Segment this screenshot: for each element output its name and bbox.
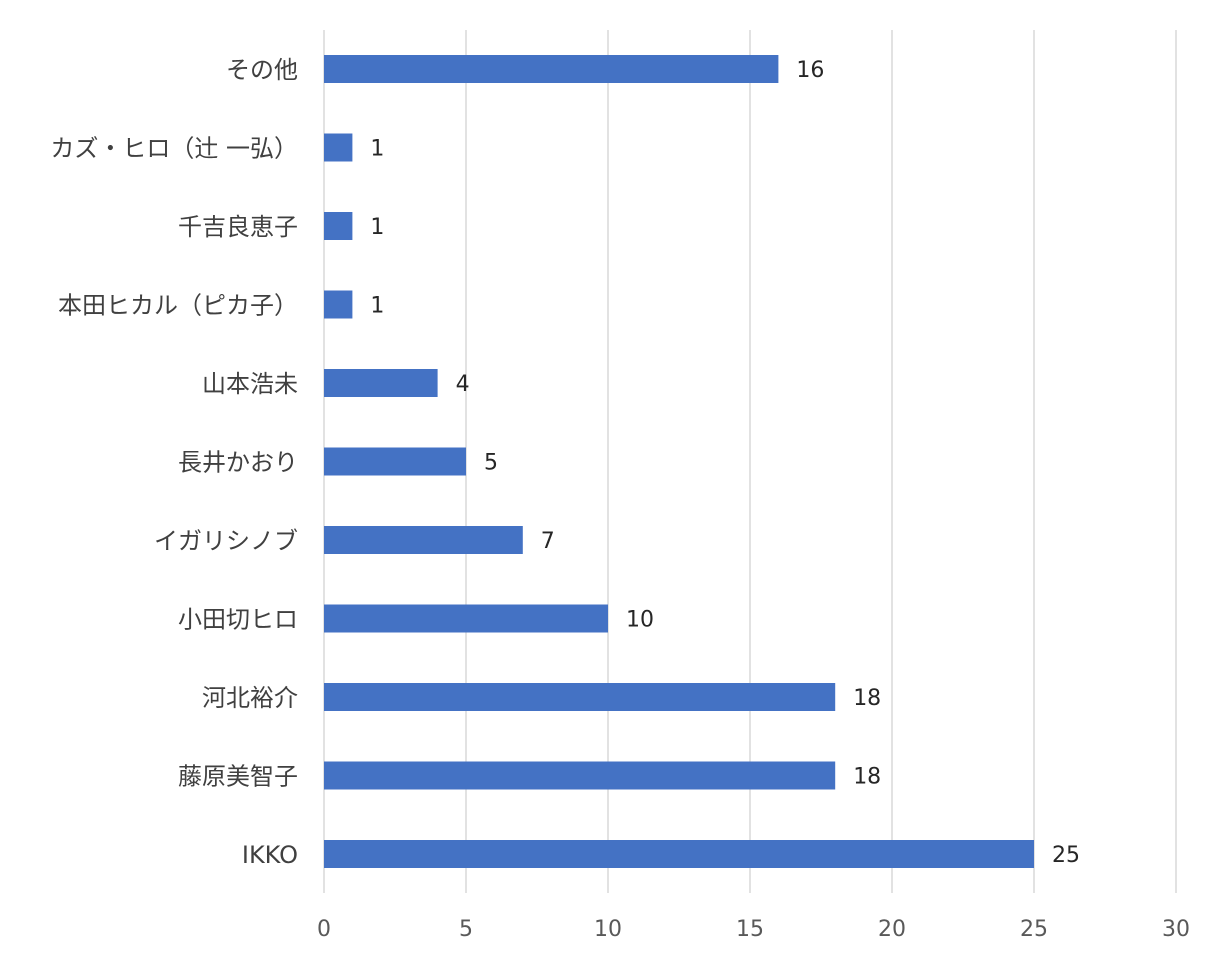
x-tick-label-10: 10 [594, 917, 622, 942]
bar-0 [324, 55, 779, 83]
category-label-8: 河北裕介 [202, 684, 298, 712]
category-label-1: カズ・ヒロ（辻 一弘） [50, 135, 298, 163]
x-tick-label-15: 15 [736, 917, 764, 942]
grid-layer [323, 30, 1177, 893]
category-label-3: 本田ヒカル（ピカ子） [58, 292, 298, 320]
x-tick-label-0: 0 [317, 917, 331, 942]
category-label-7: 小田切ヒロ [178, 606, 298, 634]
bar-6 [324, 526, 523, 554]
category-label-0: その他 [226, 56, 298, 84]
data-label-2: 1 [370, 215, 384, 240]
category-label-9: 藤原美智子 [178, 763, 298, 791]
x-tick-label-20: 20 [878, 917, 906, 942]
bar-9 [324, 761, 836, 790]
bar-1 [324, 133, 353, 162]
data-label-6: 7 [541, 529, 555, 554]
x-tick-label-5: 5 [459, 917, 473, 942]
data-label-7: 10 [626, 608, 654, 633]
data-label-0: 16 [796, 58, 824, 83]
bar-10 [324, 840, 1034, 868]
bar-layer [324, 55, 1034, 868]
category-label-6: イガリシノブ [154, 527, 298, 555]
data-label-4: 4 [456, 372, 470, 397]
category-label-2: 千吉良恵子 [178, 213, 298, 241]
data-label-10: 25 [1052, 843, 1080, 868]
bar-5 [324, 447, 466, 476]
x-tick-label-30: 30 [1162, 917, 1190, 942]
data-label-9: 18 [853, 765, 881, 790]
data-label-1: 1 [370, 137, 384, 162]
category-label-10: IKKO [242, 841, 298, 869]
bar-7 [324, 604, 608, 633]
bar-8 [324, 683, 836, 711]
category-label-4: 山本浩未 [202, 370, 298, 398]
category-label-5: 長井かおり [178, 449, 298, 477]
x-tick-label-25: 25 [1020, 917, 1048, 942]
bar-2 [324, 212, 353, 240]
bar-3 [324, 290, 353, 319]
data-label-3: 1 [370, 294, 384, 319]
data-label-5: 5 [484, 451, 498, 476]
data-label-8: 18 [853, 686, 881, 711]
bar-4 [324, 369, 438, 397]
